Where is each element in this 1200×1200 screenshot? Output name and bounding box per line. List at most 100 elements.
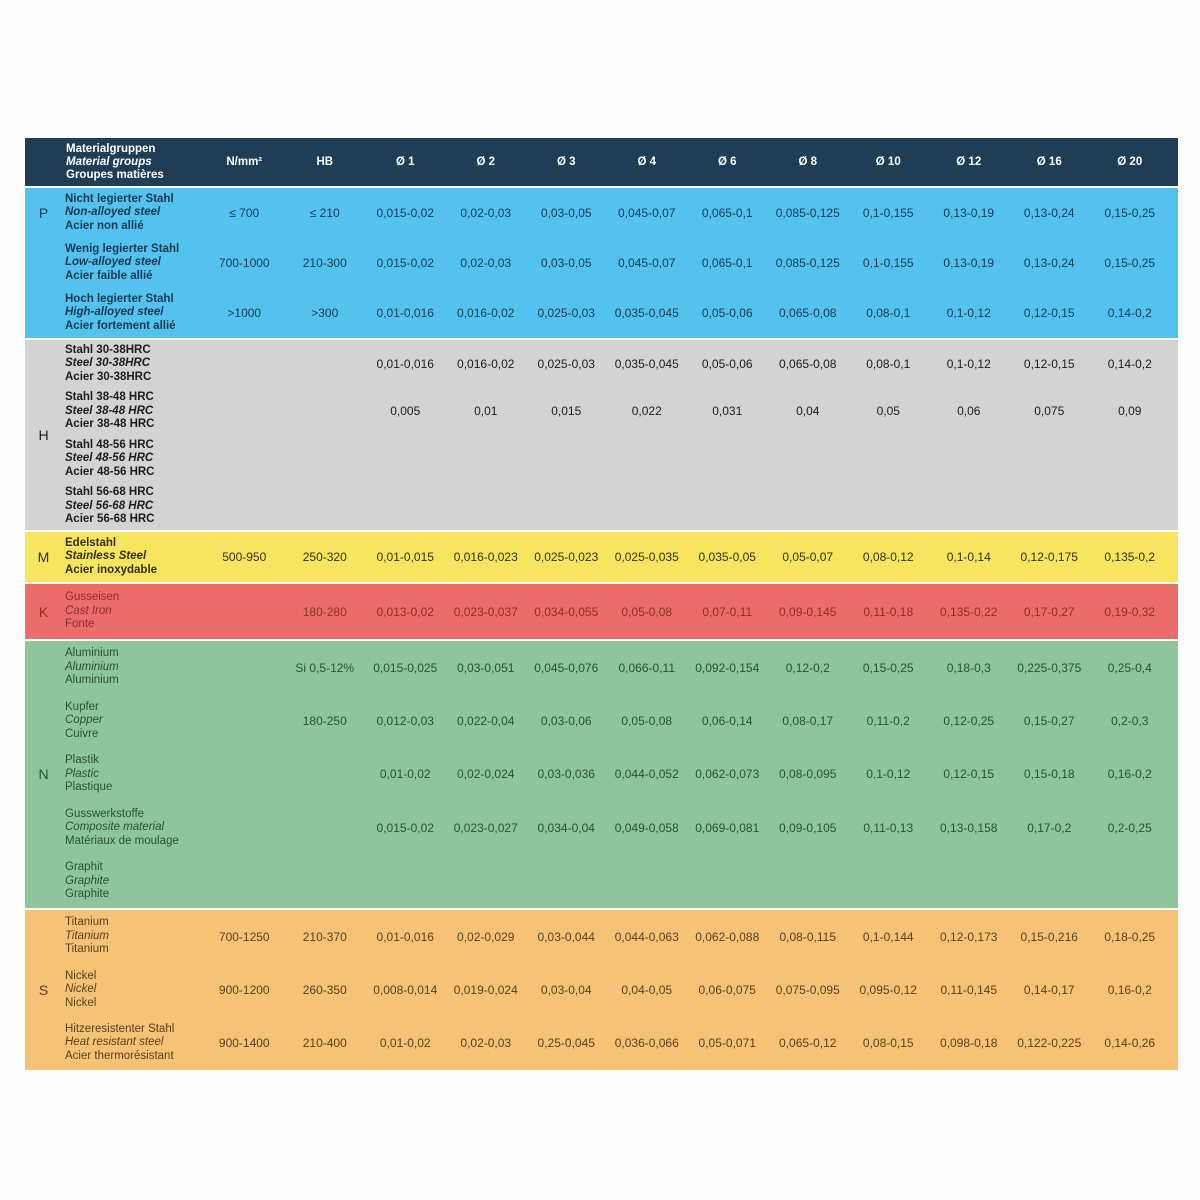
value-cell: 0,1-0,155 xyxy=(862,256,914,270)
material-name-de: Stahl 38-48 HRC xyxy=(65,391,154,403)
value-cell: 0,065-0,1 xyxy=(701,256,753,270)
diameter-column-headers: N/mm² HB Ø 1 Ø 2 Ø 3 Ø 4 Ø 6 Ø 8 Ø 10 Ø 12 Ø 16 Ø 2… xyxy=(204,138,1170,186)
value-cell: 0,01-0,016 xyxy=(376,929,434,944)
value-cell: 0,013-0,02 xyxy=(376,604,434,619)
value-cell xyxy=(768,483,849,531)
value-cell: 0,01 xyxy=(474,404,498,419)
value-cell: 0,12-0,2 xyxy=(785,660,830,675)
value-cell: 0,09-0,145 xyxy=(779,604,837,619)
value-cell xyxy=(848,483,929,531)
material-name-en: Heat resistant steel xyxy=(65,1036,164,1049)
value-cell xyxy=(204,694,285,747)
value-cell: 0,098-0,18 xyxy=(940,1036,998,1051)
material-groups-header-fr: Groupes matières xyxy=(66,168,164,181)
material-name: Aluminium Aluminium Aluminium xyxy=(62,641,204,694)
value-cell xyxy=(204,801,285,854)
value-cell: 0,034-0,04 xyxy=(537,820,595,835)
value-cell: 900-1400 xyxy=(218,1036,270,1051)
value-cell: 0,08-0,115 xyxy=(779,929,837,944)
material-name: Nickel Nickel Nickel xyxy=(62,963,204,1016)
value-cell: 0,05-0,071 xyxy=(698,1036,756,1051)
value-cell: 0,016-0,02 xyxy=(457,356,515,371)
material-name: Titanium Titanium Titanium xyxy=(62,910,204,963)
material-name-de: Edelstahl xyxy=(65,536,117,549)
material-row: Stahl 48-56 HRC Steel 48-56 HRC Acier 48-5… xyxy=(62,435,1170,483)
material-row: Hoch legierter Stahl High-alloyed steel Ac… xyxy=(62,288,1170,338)
value-cell: 0,01-0,02 xyxy=(379,767,431,782)
value-cell: 210-400 xyxy=(302,1036,347,1051)
value-cell: 0,01-0,016 xyxy=(376,306,434,320)
value-cell: 0,16-0,2 xyxy=(1107,982,1152,997)
value-cell: 0,17-0,27 xyxy=(1023,604,1075,619)
value-cell xyxy=(848,435,929,483)
material-name-en: Titanium xyxy=(65,929,109,942)
value-cell: 0,25-0,4 xyxy=(1107,660,1152,675)
material-section-h: H Stahl 30-38HRC Steel 30-38HRC Acier 30-38… xyxy=(25,340,1178,530)
value-cell xyxy=(1090,855,1171,908)
value-cell: 0,008-0,014 xyxy=(373,982,438,997)
value-cell: 0,015 xyxy=(551,404,582,419)
value-cell: 0,03-0,05 xyxy=(540,206,592,220)
material-name-de: Stahl 30-38HRC xyxy=(65,343,151,356)
value-cell: 0,1-0,14 xyxy=(946,550,991,564)
value-cell: 0,13-0,158 xyxy=(940,820,998,835)
value-cell: 500-950 xyxy=(222,550,267,564)
value-cell: 0,05-0,08 xyxy=(621,714,673,729)
column-header: Ø 4 xyxy=(637,156,657,168)
value-cell: 0,01-0,015 xyxy=(376,550,434,564)
material-name-en: Plastic xyxy=(65,767,99,780)
value-cell: 0,035-0,05 xyxy=(698,550,756,564)
column-header: Ø 12 xyxy=(956,156,982,168)
value-cell: 0,015-0,025 xyxy=(373,660,438,675)
value-cell: 900-1200 xyxy=(218,982,270,997)
material-section-k: K Gusseisen Cast Iron Fonte 180-280 0,013-0,0… xyxy=(25,584,1178,639)
section-rows: Edelstahl Stainless Steel Acier inoxydable… xyxy=(62,532,1170,582)
value-cell: 0,015-0,02 xyxy=(376,206,434,220)
value-cell: 0,03-0,05 xyxy=(540,256,592,270)
value-cell: 0,025-0,035 xyxy=(614,550,679,564)
material-name-en: Nickel xyxy=(65,983,97,996)
value-cell: 0,12-0,15 xyxy=(943,767,995,782)
material-name-fr: Acier non allié xyxy=(65,219,144,232)
material-name: Edelstahl Stainless Steel Acier inoxydable xyxy=(62,532,204,582)
material-name-de: Hitzeresistenter Stahl xyxy=(65,1022,175,1035)
value-cell: 0,12-0,15 xyxy=(1023,306,1075,320)
value-cell: 0,015-0,02 xyxy=(376,820,434,835)
material-row: Stahl 30-38HRC Steel 30-38HRC Acier 30-38H… xyxy=(62,340,1170,388)
material-name-de: Stahl 56-68 HRC xyxy=(65,486,154,498)
value-cell xyxy=(365,435,446,483)
material-name-fr: Plastique xyxy=(65,781,113,794)
value-cell: 0,065-0,08 xyxy=(779,306,837,320)
value-cell: 0,044-0,063 xyxy=(614,929,679,944)
value-cell xyxy=(285,388,366,436)
material-name-fr: Graphite xyxy=(65,888,110,900)
value-cell: 0,03-0,044 xyxy=(537,929,595,944)
material-name-fr: Fonte xyxy=(65,618,95,631)
section-letter: S xyxy=(38,981,49,998)
value-cell: 0,016-0,023 xyxy=(453,550,518,564)
value-cell: 0,07-0,11 xyxy=(702,604,753,619)
material-row: Stahl 38-48 HRC Steel 38-48 HRC Acier 38-4… xyxy=(62,388,1170,436)
material-name: Kupfer Copper Cuivre xyxy=(62,694,204,747)
value-cell: 0,11-0,145 xyxy=(940,982,998,997)
material-name-de: Nickel xyxy=(65,969,97,982)
value-cell: 0,015-0,02 xyxy=(376,256,434,270)
value-cell xyxy=(1009,435,1090,483)
value-cell xyxy=(285,435,366,483)
material-row: Gusswerkstoffe Composite material Matériau… xyxy=(62,801,1170,854)
material-name-fr: Acier inoxydable xyxy=(65,563,158,576)
material-row: Edelstahl Stainless Steel Acier inoxydable… xyxy=(62,532,1170,582)
value-cell xyxy=(1009,483,1090,531)
value-cell: 0,03-0,036 xyxy=(537,767,595,782)
value-cell: 210-370 xyxy=(302,929,347,944)
table-header: Materialgruppen Material groups Groupes … xyxy=(25,138,1178,186)
material-name-fr: Cuivre xyxy=(65,727,99,740)
value-cell: 0,023-0,027 xyxy=(453,820,518,835)
value-cell xyxy=(607,483,688,531)
material-row: Plastik Plastic Plastique 0,01-0,02 0,02-0,0… xyxy=(62,748,1170,801)
row-values: 900-1200 260-350 0,008-0,014 0,019-0,024 0,0… xyxy=(204,963,1170,1016)
material-name-en: Cast Iron xyxy=(65,604,112,617)
value-cell: 0,09-0,105 xyxy=(779,820,837,835)
value-cell: 0,016-0,02 xyxy=(457,306,515,320)
value-cell: 0,1-0,12 xyxy=(866,767,911,782)
